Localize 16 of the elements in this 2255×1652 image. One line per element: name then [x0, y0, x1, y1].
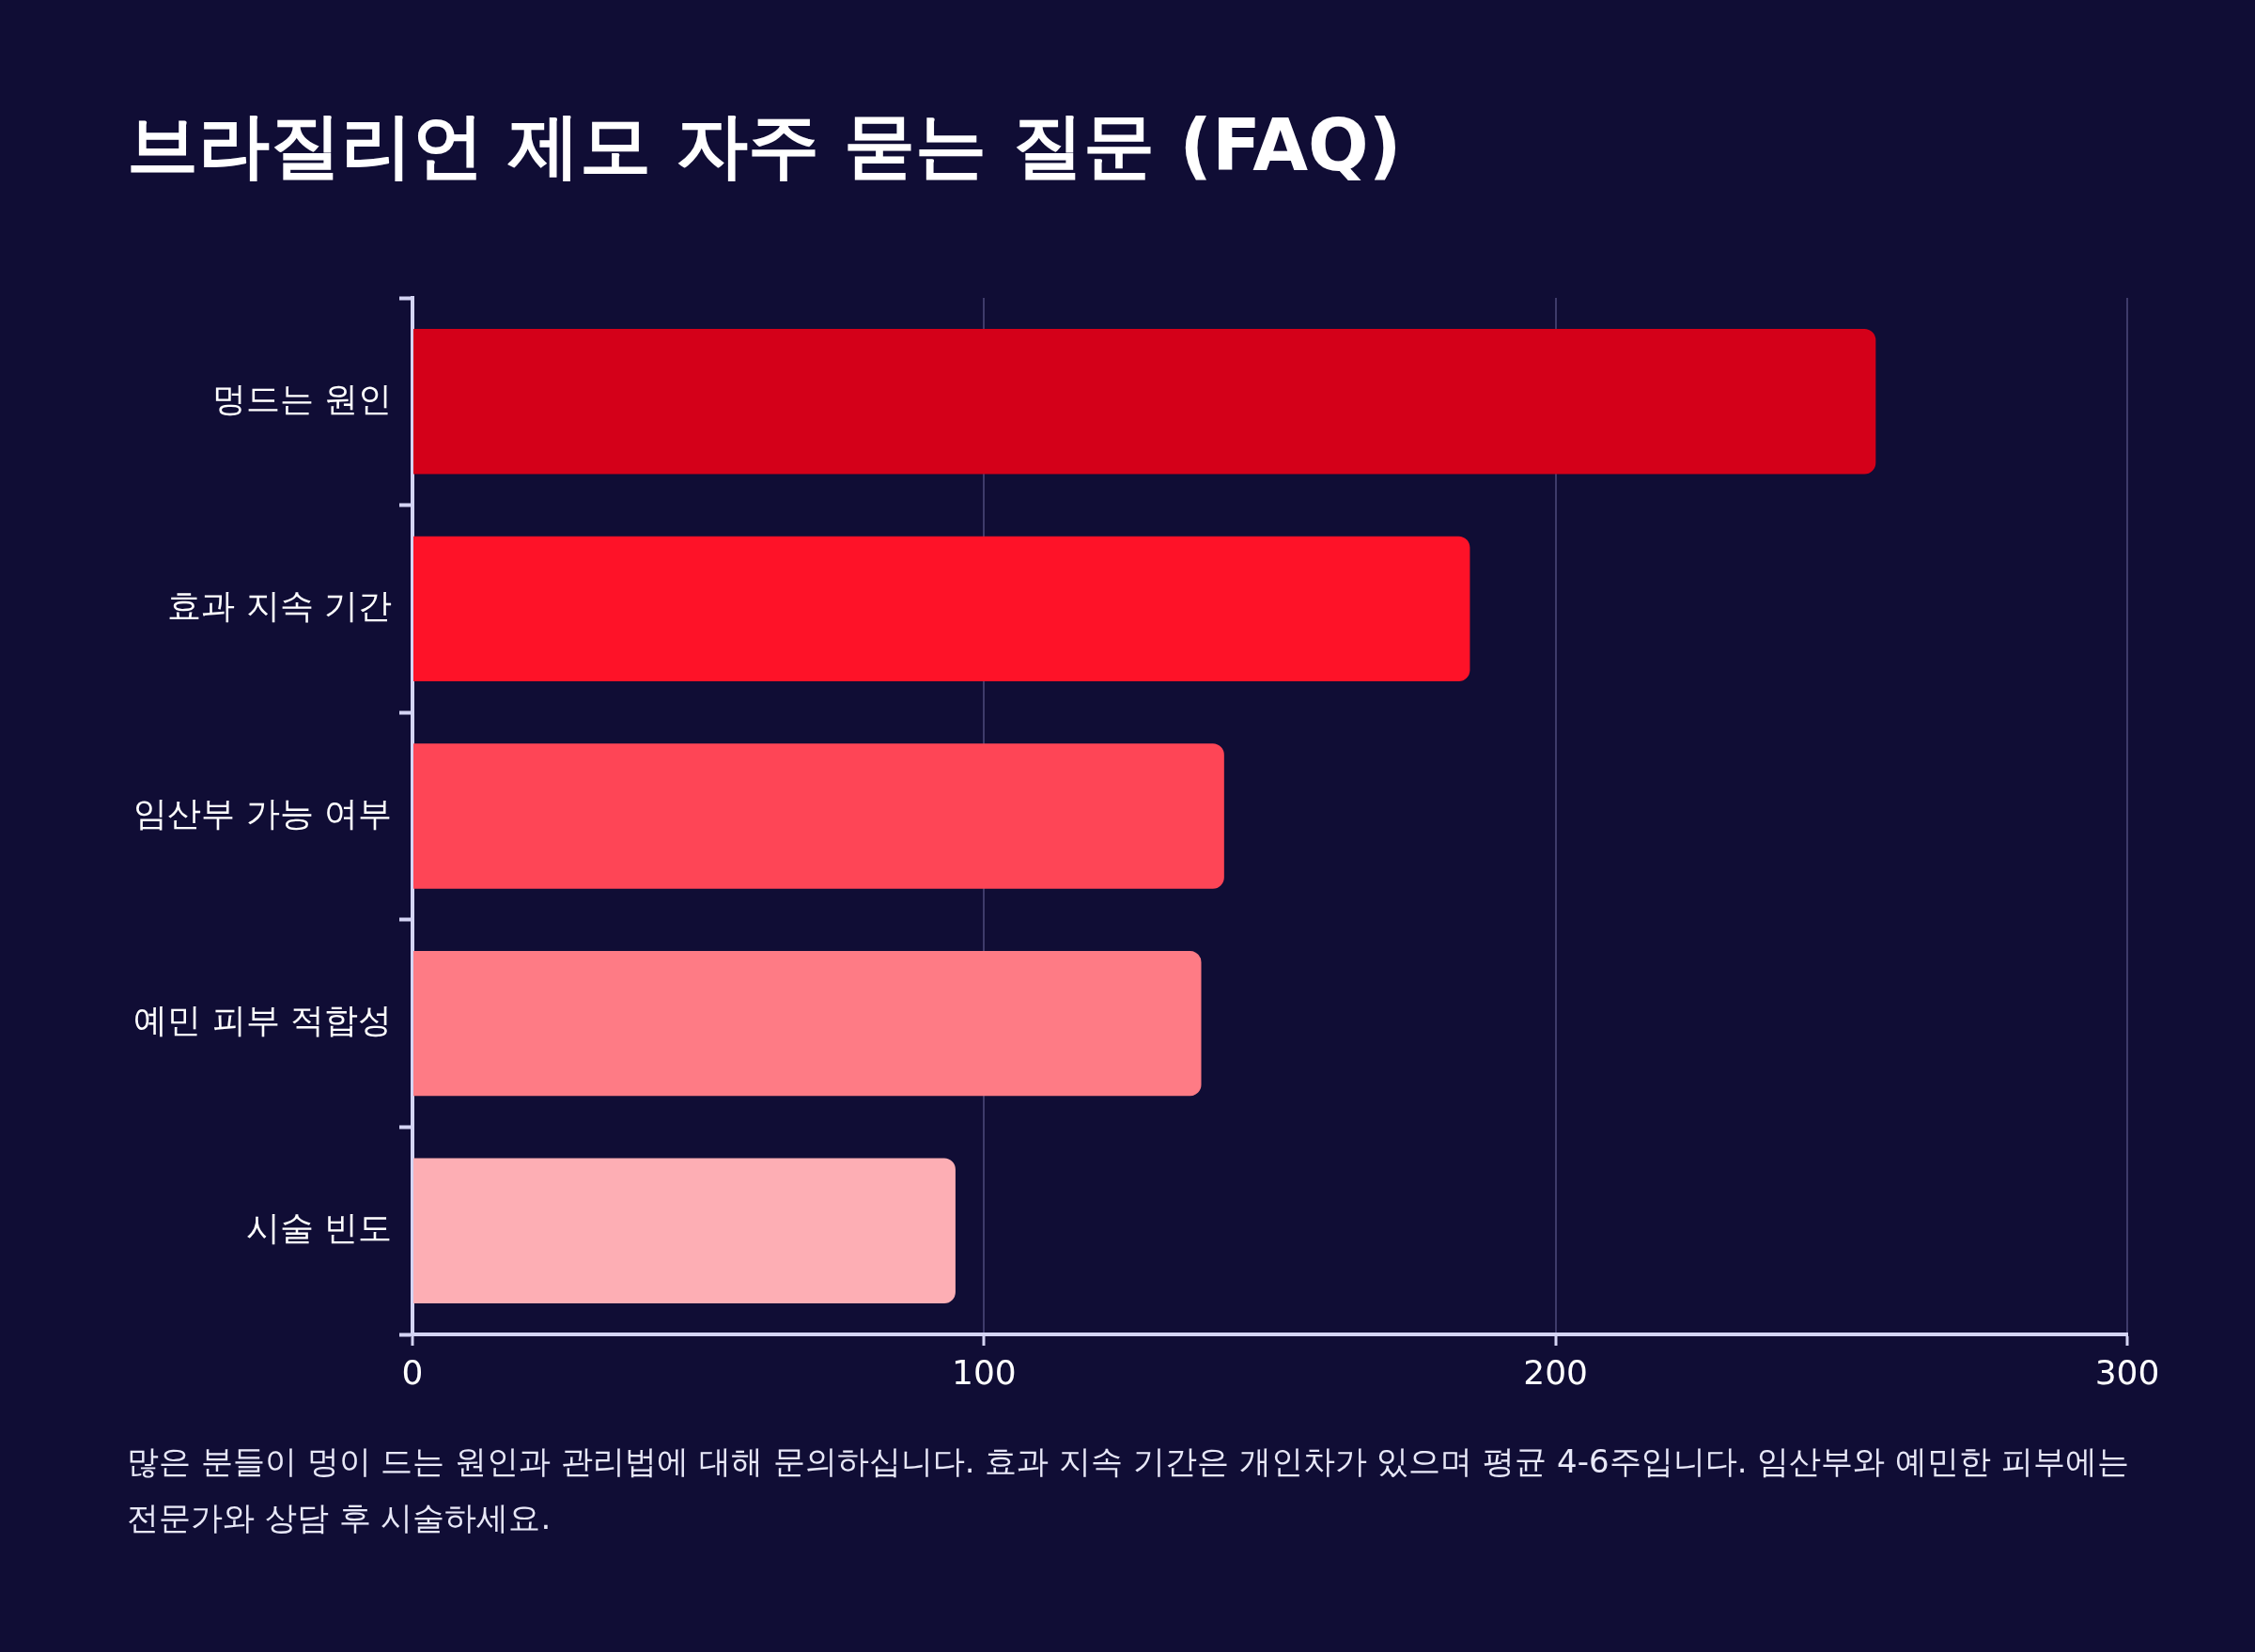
- text: 많은 분들이 멍이 드는 원인과 관리법에 대해 문의하십니다. 효과 지속 기간은 개인차가 있으며 평균 4-6주입니다. 임산부와 예민한 피부에는 전문가와 상담 후 시술하세요.: [127, 1442, 2130, 1538]
- y-tick-label: 효과 지속 기간: [167, 586, 392, 626]
- x-tick-label: 0: [401, 1352, 424, 1392]
- y-tick-label: 예민 피부 적합성: [133, 1001, 392, 1040]
- y-tick-label: 시술 빈도: [245, 1208, 392, 1248]
- bar: [413, 536, 1470, 682]
- y-tick-label: 임산부 가능 여부: [133, 793, 392, 833]
- x-tick-label: 300: [2094, 1352, 2160, 1392]
- bar: [413, 743, 1224, 889]
- bar: [413, 1158, 956, 1303]
- y-tick-label: 멍드는 원인: [211, 379, 392, 418]
- x-tick-label: 100: [951, 1352, 1017, 1392]
- bar: [413, 329, 1876, 475]
- bar: [413, 950, 1202, 1097]
- x-tick-label: 200: [1523, 1352, 1589, 1392]
- chart-title: 브라질리언 제모 자주 묻는 질문 (FAQ): [127, 102, 1402, 189]
